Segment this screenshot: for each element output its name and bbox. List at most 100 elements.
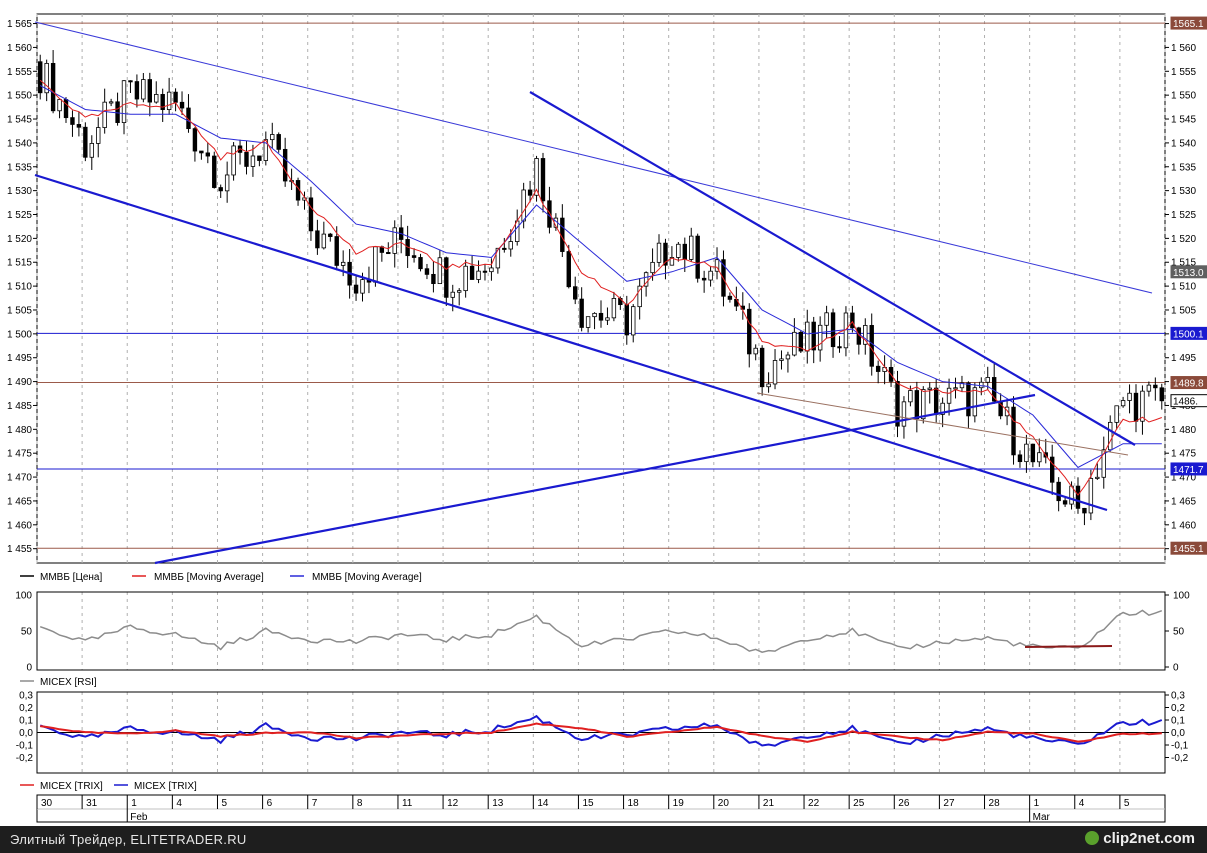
price-tick-label: 1 540 <box>1171 138 1196 149</box>
candle-body <box>154 94 159 103</box>
price-tick-label: 1 465 <box>1171 496 1196 507</box>
candle-body <box>966 382 971 417</box>
candle-body <box>411 255 417 258</box>
price-plot-frame <box>36 13 1166 564</box>
candle-body <box>495 247 501 269</box>
legend-rsi-label: MICEX [RSI] <box>40 677 97 688</box>
price-tick-label: 1 495 <box>1171 353 1196 364</box>
candle-body <box>689 235 694 260</box>
date-tick-label: 5 <box>221 798 227 809</box>
candle-body <box>714 259 720 272</box>
date-tick-label: 31 <box>86 798 98 809</box>
candle-body <box>192 128 198 152</box>
footer-bar: Элитный Трейдер, ELITETRADER.RU clip2net… <box>0 826 1207 853</box>
candle-body <box>482 270 488 273</box>
series-ma-slow <box>39 85 1162 469</box>
candle-body <box>611 298 617 319</box>
legend-ma2-label: ММВБ [Moving Average] <box>312 572 422 583</box>
price-tick-label: 1 535 <box>1171 162 1196 173</box>
candle-body <box>199 150 204 154</box>
series-trix-blue <box>39 714 1163 747</box>
candle-body <box>753 347 758 355</box>
trix-tick-label: -0,2 <box>1171 753 1189 764</box>
price-tick-label-left: 1 560 <box>7 43 32 54</box>
date-tick-label: 14 <box>537 798 549 809</box>
candle-body <box>811 321 816 351</box>
neckline-line <box>756 392 1129 456</box>
candle-body <box>115 101 120 123</box>
price-tick-label-left: 1 470 <box>7 473 32 484</box>
level-tag-label: 1471.7 <box>1173 465 1204 476</box>
month-label: Feb <box>130 812 148 823</box>
candle-body <box>160 94 165 110</box>
candle-body <box>353 284 359 294</box>
candle-body <box>953 387 958 390</box>
candle-body <box>1056 481 1061 502</box>
level-tag-box <box>1170 326 1207 340</box>
candle-body <box>360 279 365 294</box>
candle-body <box>650 261 655 274</box>
candle-body <box>1024 443 1029 463</box>
candle-body <box>798 331 804 352</box>
price-panel <box>34 13 1166 565</box>
channel-upper-line <box>34 21 1153 294</box>
trix-tick-label: 0,1 <box>1171 716 1185 727</box>
price-tick-label: 1 560 <box>1171 43 1196 54</box>
price-tick-label-left: 1 555 <box>7 67 32 78</box>
price-tick-label-left: 1 525 <box>7 210 32 221</box>
candle-body <box>592 312 597 318</box>
level-tag-label: 1565.1 <box>1173 19 1204 30</box>
candle-body <box>1088 478 1094 514</box>
trix-tick-label-left: 0,3 <box>19 691 33 702</box>
channel-lower-line <box>34 173 1108 512</box>
rsi-plot-frame <box>36 591 1166 671</box>
candle-body <box>869 325 874 367</box>
price-tick-label: 1 475 <box>1171 449 1196 460</box>
candle-body <box>979 381 984 389</box>
rsi-tick-label-left: 0 <box>26 663 32 674</box>
price-tick-label-left: 1 495 <box>7 353 32 364</box>
date-tick-label: 18 <box>628 798 640 809</box>
candle-body <box>972 387 978 417</box>
candle-body <box>772 360 778 385</box>
candle-body <box>321 233 327 249</box>
candle-body <box>624 304 629 336</box>
rsi-tick-label: 50 <box>1173 627 1185 638</box>
candle-body <box>1075 485 1081 509</box>
candle-body <box>205 152 211 157</box>
footer-caption: Элитный Трейдер, ELITETRADER.RU <box>10 832 247 847</box>
candle-body <box>1004 406 1010 417</box>
candle-body <box>244 151 249 167</box>
date-tick-label: 6 <box>267 798 273 809</box>
candle-body <box>218 187 223 192</box>
candle-body <box>386 252 391 255</box>
legend-ma1-label: ММВБ [Moving Average] <box>154 572 264 583</box>
candle-body <box>1108 421 1113 451</box>
candle-body <box>759 347 765 388</box>
date-tick-label: 5 <box>1124 798 1130 809</box>
candle-body <box>1030 443 1036 463</box>
level-tag-box <box>1170 376 1207 390</box>
candle-body <box>521 189 526 222</box>
candle-body <box>444 257 449 298</box>
candle-body <box>585 316 591 328</box>
candle-body <box>70 117 75 125</box>
price-tick-label: 1 555 <box>1171 67 1196 78</box>
price-tick-label: 1 525 <box>1171 210 1196 221</box>
trix-tick-label: 0,2 <box>1171 703 1185 714</box>
price-tick-label-left: 1 540 <box>7 138 32 149</box>
candle-body <box>863 325 868 345</box>
date-tick-label: 8 <box>357 798 363 809</box>
candle-body <box>469 265 475 280</box>
rsi-panel: 0 0 50 50 100 100 <box>15 591 1190 674</box>
footer-brand[interactable]: clip2net.com <box>1085 830 1195 847</box>
trix-tick-label-left: 0,1 <box>19 716 33 727</box>
candle-body <box>340 261 346 266</box>
candle-body <box>573 286 578 300</box>
candle-body <box>57 99 62 112</box>
candle-body <box>895 380 900 427</box>
candle-body <box>308 197 314 232</box>
candle-body <box>643 272 649 287</box>
candle-body <box>701 277 707 281</box>
candle-body <box>637 285 642 308</box>
